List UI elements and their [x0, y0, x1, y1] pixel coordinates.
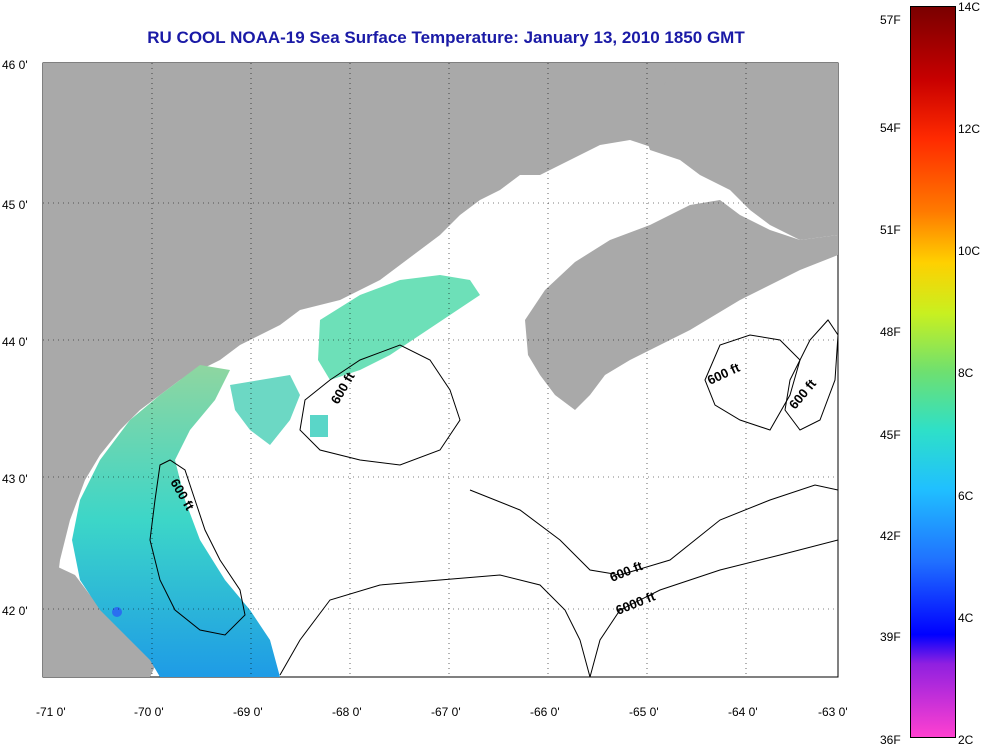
land-new-england — [43, 63, 720, 660]
contour-600ft-scotian — [469, 484, 838, 576]
colorbar-c-2: 2C — [958, 733, 974, 747]
sst-patch-small — [310, 415, 328, 437]
sst-patch-western-gulf — [72, 365, 280, 677]
lon-label-64: -64 0' — [728, 705, 758, 719]
contour-600ft-georges — [279, 574, 591, 677]
lat-label-43: 43 0' — [2, 472, 28, 486]
colorbar-c-10: 10C — [958, 244, 981, 258]
colorbar-f-51: 51F — [880, 223, 901, 237]
sst-patch-central — [230, 375, 300, 445]
colorbar-c-8: 8C — [958, 366, 974, 380]
contour-600ft-far-east — [784, 319, 838, 431]
colorbar-f-54: 54F — [880, 121, 901, 135]
contour-600ft-basin — [299, 344, 461, 466]
lon-label-65: -65 0' — [629, 705, 659, 719]
land-new-brunswick — [640, 63, 838, 240]
lon-label-67: -67 0' — [431, 705, 461, 719]
bathymetry-contours — [149, 319, 838, 677]
colorbar-c-4: 4C — [958, 611, 974, 625]
colorbar-f-48: 48F — [880, 325, 901, 339]
sst-patch-jordan-basin — [318, 275, 480, 380]
land-nova-scotia — [525, 200, 838, 410]
lon-label-66: -66 0' — [530, 705, 560, 719]
colorbar-f-42: 42F — [880, 529, 901, 543]
map-title: RU COOL NOAA-19 Sea Surface Temperature:… — [147, 28, 745, 47]
lon-label-68: -68 0' — [332, 705, 362, 719]
colorbar-f-57: 57F — [880, 13, 901, 27]
lon-label-69: -69 0' — [233, 705, 263, 719]
sst-spot-cold — [112, 607, 122, 617]
lat-label-45: 45 0' — [2, 198, 28, 212]
lat-label-42: 42 0' — [2, 604, 28, 618]
lon-label-70: -70 0' — [134, 705, 164, 719]
lat-label-44: 44 0' — [2, 335, 28, 349]
contour-600ft-west — [149, 459, 246, 636]
colorbar-c-12: 12C — [958, 122, 981, 136]
lon-label-71: -71 0' — [36, 705, 66, 719]
colorbar-c-14: 14C — [958, 0, 981, 14]
colorbar-gradient — [910, 6, 956, 738]
lon-label-63: -63 0' — [818, 705, 848, 719]
contour-600ft-east — [704, 334, 801, 431]
colorbar-f-39: 39F — [880, 630, 901, 644]
longitude-labels: -71 0' -70 0' -69 0' -68 0' -67 0' -66 0… — [36, 705, 848, 719]
lat-label-46: 46 0' — [2, 58, 28, 72]
colorbar-f-45: 45F — [880, 428, 901, 442]
latitude-labels: 46 0' 45 0' 44 0' 43 0' 42 0' — [2, 58, 28, 618]
land-cape-cod — [43, 560, 158, 677]
contour-6000ft — [589, 539, 838, 677]
colorbar-f-36: 36F — [880, 733, 901, 747]
colorbar-c-6: 6C — [958, 489, 974, 503]
